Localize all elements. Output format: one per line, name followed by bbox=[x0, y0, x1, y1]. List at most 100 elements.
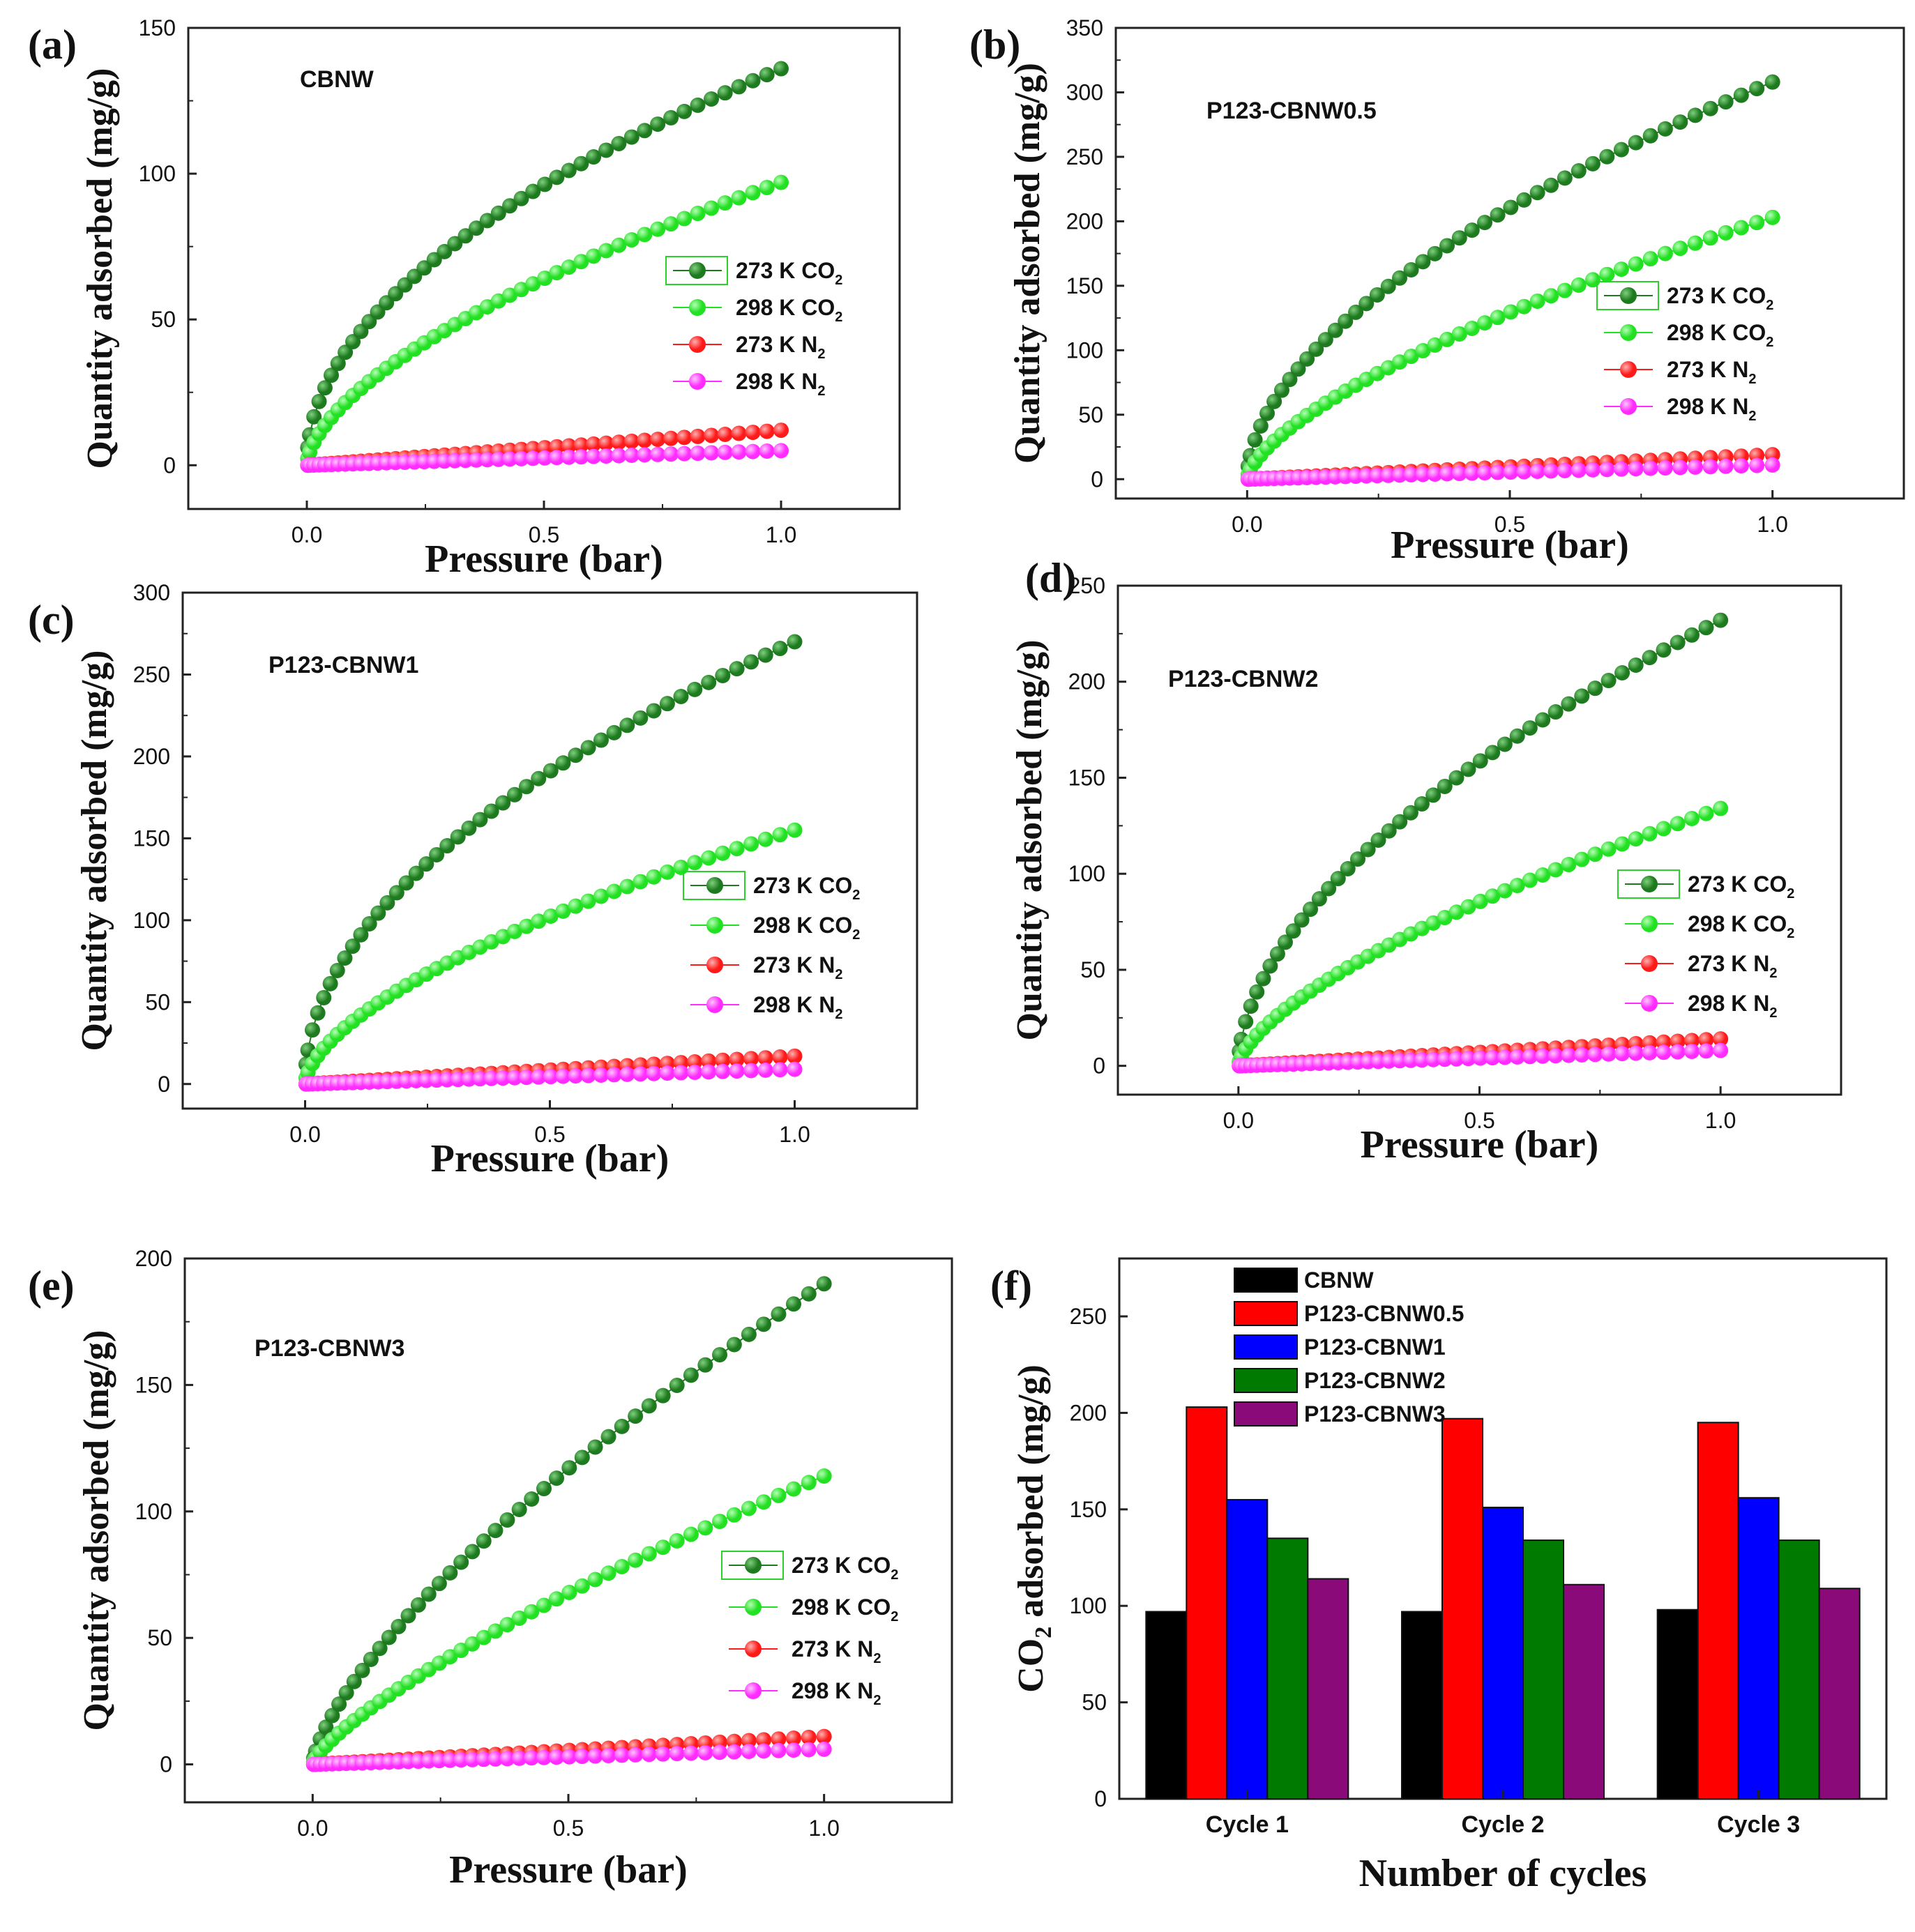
data-point bbox=[1557, 462, 1573, 478]
data-point bbox=[346, 1673, 362, 1689]
legend-highlight bbox=[721, 1551, 784, 1580]
data-point bbox=[646, 869, 662, 885]
legend-marker bbox=[689, 299, 706, 316]
data-point bbox=[683, 1526, 699, 1542]
legend-label: 273 K N2 bbox=[753, 952, 843, 982]
data-point bbox=[801, 1742, 817, 1758]
bar bbox=[1818, 1588, 1861, 1800]
data-point bbox=[771, 1742, 787, 1758]
data-point bbox=[1380, 467, 1396, 483]
data-point bbox=[495, 795, 511, 811]
data-point bbox=[646, 703, 662, 719]
data-point bbox=[1642, 460, 1658, 476]
x-tick-label: 0.0 bbox=[292, 522, 322, 547]
y-tick-label: 50 bbox=[145, 989, 170, 1014]
data-point bbox=[495, 1070, 511, 1086]
data-point bbox=[683, 1367, 699, 1383]
data-point bbox=[391, 1618, 407, 1634]
y-tick-label: 250 bbox=[1068, 573, 1105, 598]
legend-subscript: 2 bbox=[817, 383, 825, 399]
data-point bbox=[1262, 958, 1278, 974]
legend-marker bbox=[1620, 398, 1637, 415]
data-point bbox=[756, 1732, 772, 1748]
data-point bbox=[687, 855, 703, 871]
data-point bbox=[1427, 337, 1443, 353]
data-point bbox=[1628, 1045, 1644, 1061]
data-point bbox=[1448, 770, 1464, 786]
data-point bbox=[524, 1750, 540, 1766]
data-point bbox=[531, 1069, 547, 1085]
legend-swatch bbox=[1234, 1401, 1298, 1427]
data-point bbox=[1684, 627, 1700, 643]
data-point bbox=[659, 1065, 675, 1081]
data-point bbox=[1311, 891, 1327, 907]
data-point bbox=[659, 696, 675, 712]
plot-frame bbox=[1117, 584, 1842, 1096]
data-point bbox=[472, 812, 488, 828]
data-point bbox=[690, 206, 706, 222]
data-point bbox=[1613, 261, 1629, 277]
legend-marker bbox=[1620, 287, 1637, 304]
data-point bbox=[354, 1662, 370, 1678]
y-tick-label: 0 bbox=[160, 1752, 172, 1777]
data-point bbox=[729, 1051, 745, 1067]
data-point bbox=[561, 1585, 577, 1601]
data-point bbox=[502, 287, 518, 303]
data-point bbox=[623, 447, 639, 463]
data-point bbox=[461, 1071, 477, 1087]
y-tick-label: 200 bbox=[135, 1246, 172, 1271]
data-point bbox=[704, 200, 720, 216]
data-point bbox=[600, 1565, 616, 1581]
data-point bbox=[457, 452, 474, 469]
data-point bbox=[479, 452, 495, 468]
data-point bbox=[772, 827, 788, 843]
data-point bbox=[743, 1063, 759, 1079]
data-point bbox=[726, 1337, 742, 1353]
data-point bbox=[1448, 1051, 1464, 1067]
data-point bbox=[324, 1707, 340, 1724]
legend-subscript: 2 bbox=[1769, 966, 1777, 981]
data-point bbox=[561, 1749, 577, 1765]
legend-label: 298 K N2 bbox=[736, 369, 826, 399]
data-point bbox=[431, 1753, 447, 1769]
data-point bbox=[1684, 1043, 1700, 1059]
legend-label: CBNW bbox=[1304, 1268, 1374, 1293]
data-point bbox=[1392, 1053, 1408, 1069]
data-point bbox=[1503, 199, 1519, 215]
data-point bbox=[619, 1066, 635, 1082]
legend-subscript: 2 bbox=[1787, 926, 1794, 941]
y-tick-label: 0 bbox=[1094, 1786, 1107, 1811]
data-point bbox=[741, 1733, 757, 1749]
data-point bbox=[304, 1022, 320, 1038]
bar bbox=[1266, 1537, 1309, 1800]
data-point bbox=[499, 1617, 515, 1633]
bar bbox=[1307, 1578, 1349, 1800]
data-point bbox=[1509, 878, 1525, 894]
panel-d: 0 50 100 150 200 250 0.0 0.5 1.0 Pressure (bar) Qu… bbox=[1010, 555, 1842, 1166]
data-point bbox=[525, 183, 541, 199]
data-point bbox=[1497, 1049, 1513, 1065]
data-point bbox=[1485, 888, 1501, 904]
x-axis-title: Pressure (bar) bbox=[449, 1848, 688, 1892]
y-axis-title: Quantity adsorbed (mg/g) bbox=[77, 1330, 116, 1731]
data-point bbox=[598, 448, 614, 464]
data-point bbox=[1543, 463, 1559, 479]
data-point bbox=[549, 169, 565, 185]
data-point bbox=[1299, 351, 1315, 367]
data-point bbox=[600, 1429, 616, 1445]
bar bbox=[1563, 1583, 1605, 1800]
data-point bbox=[331, 1696, 347, 1712]
data-point bbox=[593, 732, 609, 748]
data-point bbox=[536, 1597, 552, 1613]
y-tick-label: 200 bbox=[1070, 1400, 1107, 1425]
data-point bbox=[1451, 230, 1467, 246]
bar bbox=[1737, 1497, 1780, 1800]
data-point bbox=[1614, 664, 1630, 680]
x-tick-label: 0.5 bbox=[1464, 1108, 1494, 1133]
data-point bbox=[606, 1067, 622, 1083]
data-point bbox=[1687, 459, 1703, 475]
data-point bbox=[1522, 720, 1538, 736]
y-tick-label: 50 bbox=[1080, 957, 1105, 982]
data-point bbox=[1360, 842, 1376, 858]
data-point bbox=[337, 950, 353, 966]
